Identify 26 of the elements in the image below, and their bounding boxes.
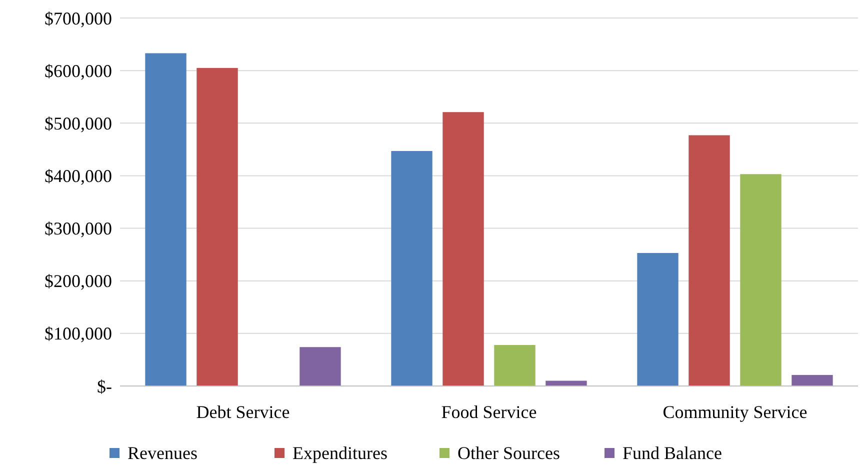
y-tick-label: $400,000 [44,166,112,186]
bar [792,374,833,386]
bar [637,252,678,386]
bar [546,380,587,386]
y-tick-label: $300,000 [44,218,112,239]
y-tick-label: $600,000 [44,60,112,81]
bar [688,135,730,386]
bar [300,347,341,386]
x-tick-label: Community Service [662,402,808,422]
x-tick-label: Debt Service [196,402,290,422]
x-tick-label: Food Service [441,402,537,422]
bar [196,68,238,386]
legend-label: Revenues [128,443,198,463]
bar [740,174,782,386]
y-tick-label: $200,000 [44,271,112,292]
bar [442,112,484,386]
bar [145,53,186,386]
y-tick-label: $100,000 [44,324,112,344]
legend-label: Expenditures [292,443,388,463]
y-tick-label: $700,000 [44,8,112,28]
y-tick-label: $500,000 [44,113,112,134]
bar [494,344,536,386]
legend-label: Other Sources [458,443,560,463]
y-tick-label: $- [97,376,112,396]
legend-label: Fund Balance [622,443,722,463]
bar [391,151,432,386]
